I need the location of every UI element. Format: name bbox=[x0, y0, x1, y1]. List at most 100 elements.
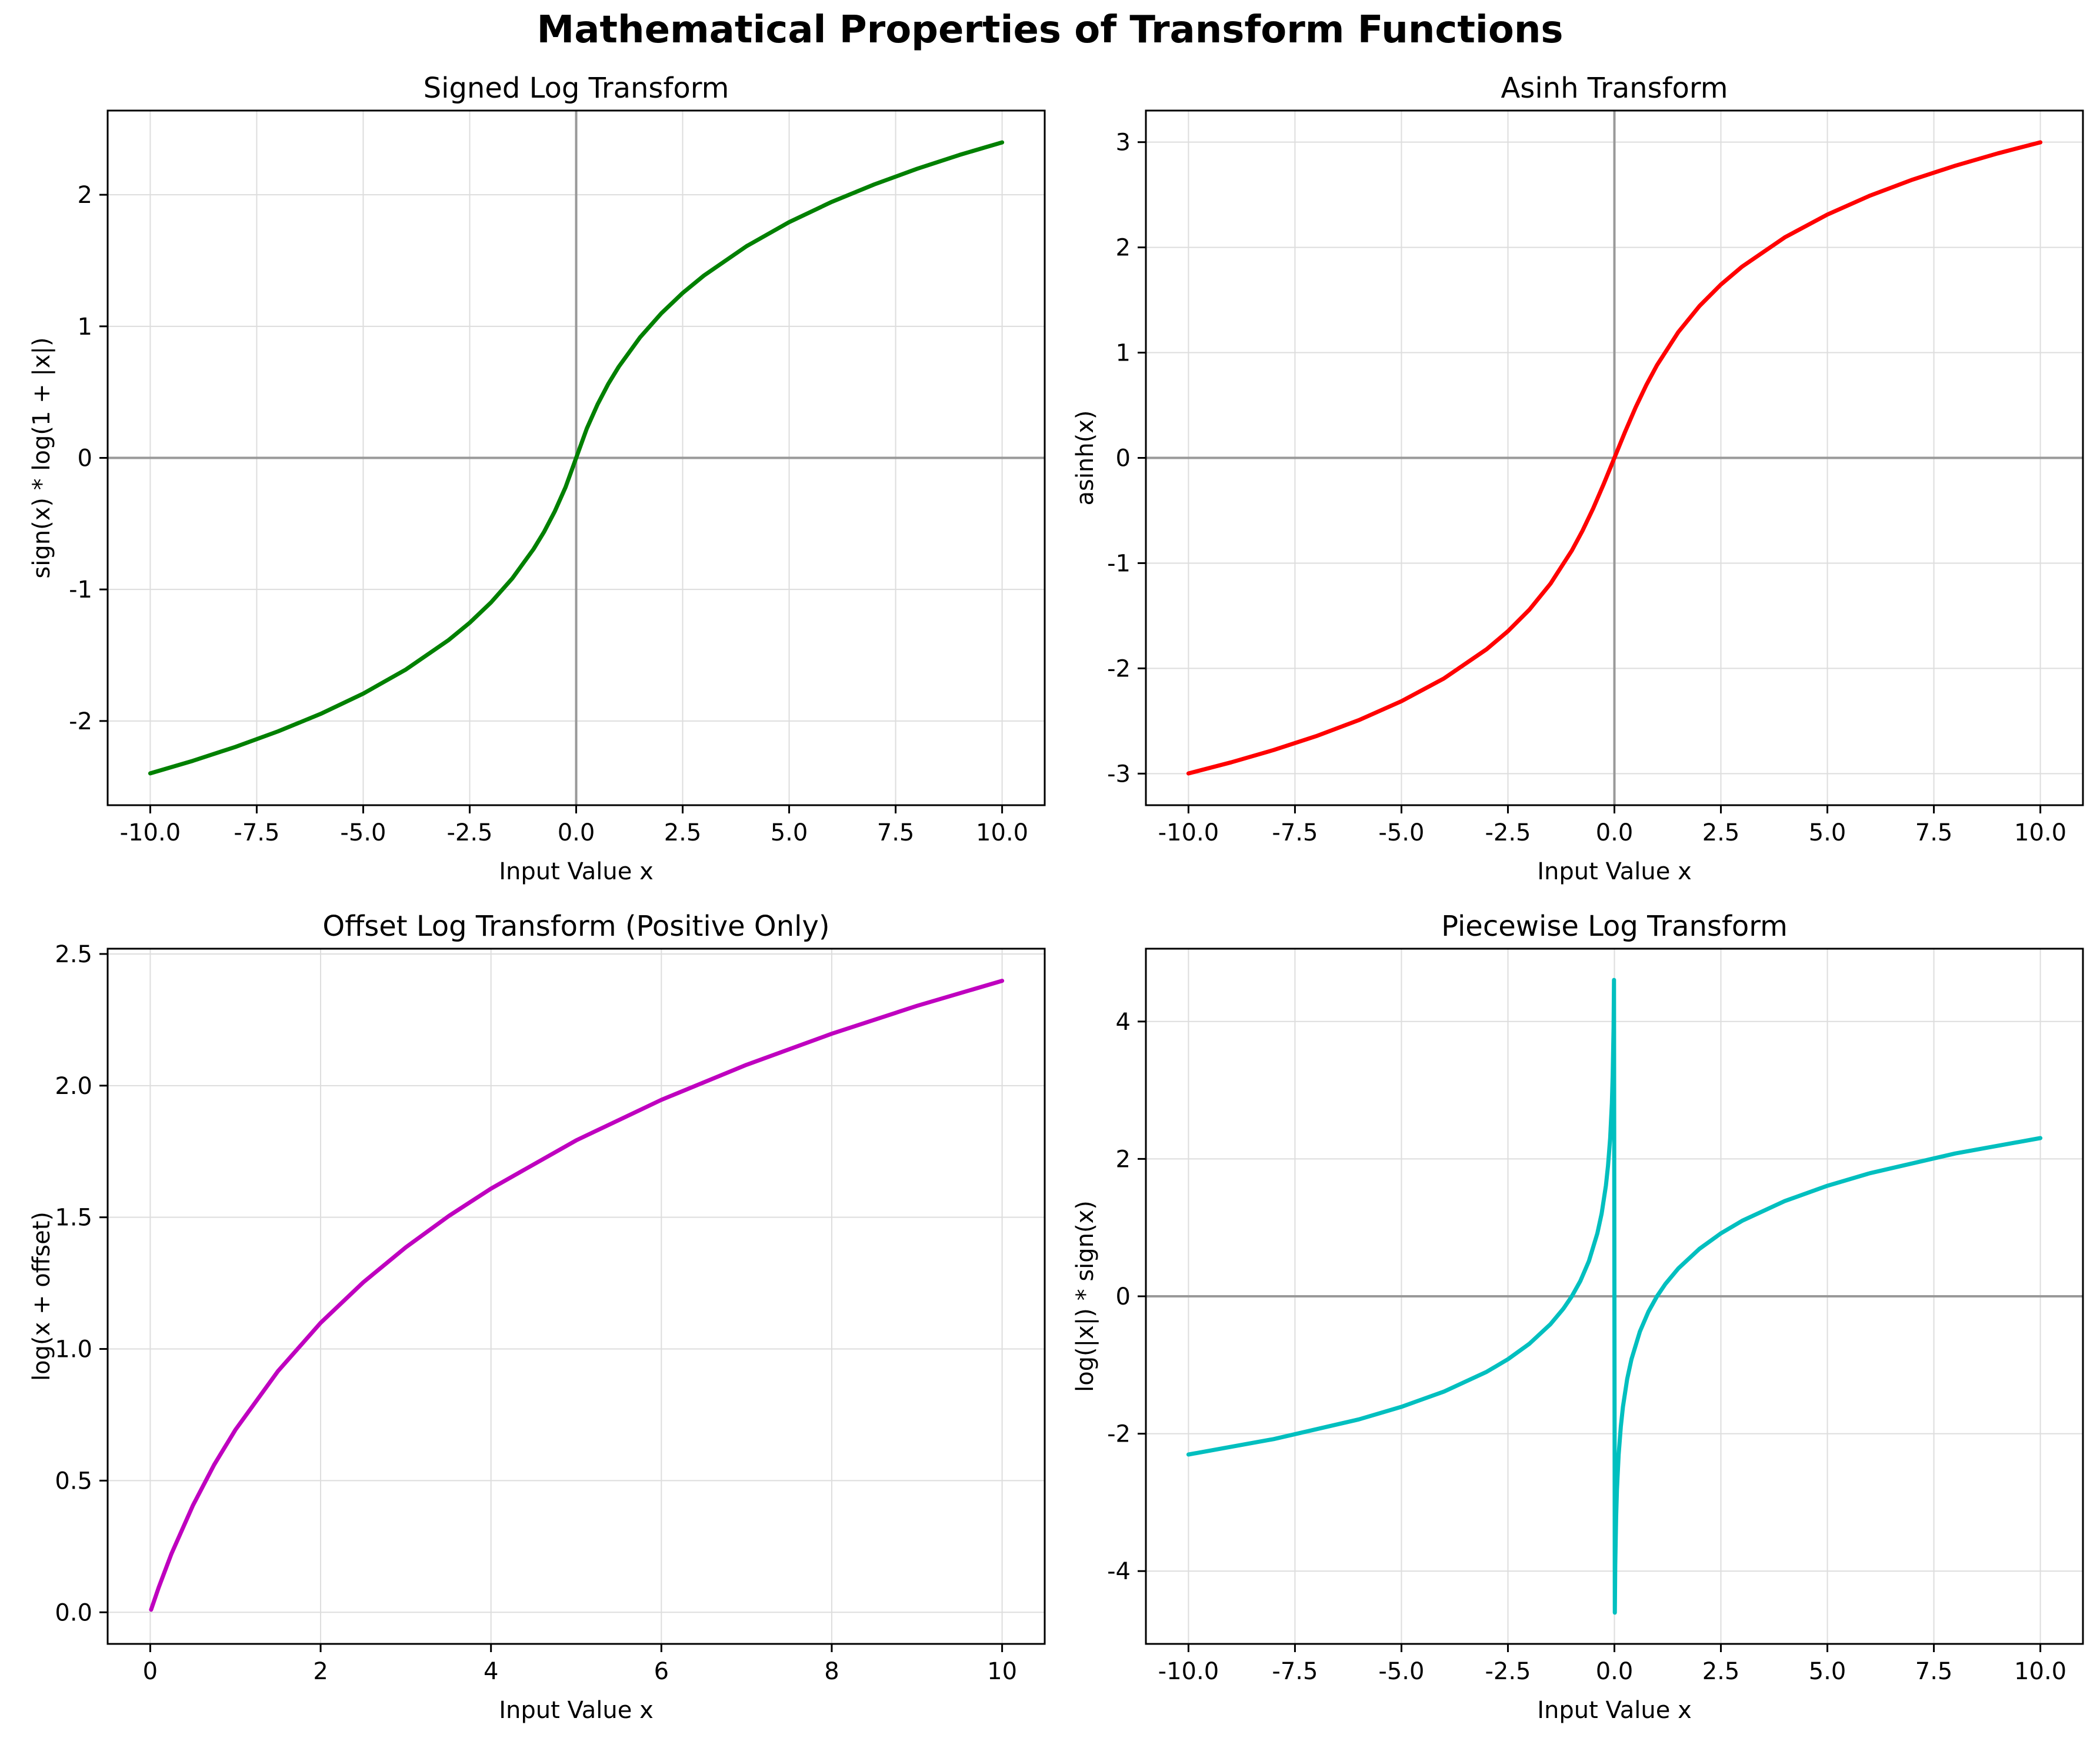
y-tick-label: -3 bbox=[1107, 760, 1131, 788]
y-axis-label: sign(x) * log(1 + |x|) bbox=[28, 337, 55, 578]
y-axis-label: asinh(x) bbox=[1072, 410, 1099, 505]
x-axis-label: Input Value x bbox=[499, 858, 654, 885]
data-point bbox=[1550, 1324, 1551, 1325]
x-tick-label: 0.0 bbox=[1596, 819, 1634, 846]
data-point bbox=[1827, 214, 1828, 215]
data-point bbox=[640, 337, 641, 338]
data-point bbox=[1912, 179, 1913, 180]
x-tick-label: -5.0 bbox=[340, 819, 386, 846]
data-point bbox=[1678, 1268, 1679, 1269]
data-point bbox=[1622, 1406, 1623, 1407]
y-tick-label: 0 bbox=[1116, 1283, 1131, 1310]
x-tick-label: 10 bbox=[987, 1658, 1017, 1685]
data-point bbox=[618, 366, 619, 367]
data-point bbox=[874, 184, 875, 185]
x-tick-label: -5.0 bbox=[1378, 819, 1424, 846]
data-point bbox=[1869, 195, 1870, 196]
series-line bbox=[148, 140, 1005, 776]
data-point bbox=[1401, 701, 1402, 702]
data-point bbox=[448, 640, 449, 641]
x-tick-label: 5.0 bbox=[771, 819, 808, 846]
x-axis-label: Input Value x bbox=[1537, 858, 1692, 885]
series-line bbox=[1186, 140, 2043, 776]
y-axis-label: log(x + offset) bbox=[28, 1212, 55, 1381]
data-point bbox=[1665, 1283, 1666, 1284]
data-point bbox=[1635, 407, 1636, 408]
data-point bbox=[544, 531, 545, 532]
data-point bbox=[192, 1505, 193, 1506]
x-tick-label: 2 bbox=[313, 1658, 328, 1685]
x-tick-label: 10.0 bbox=[976, 819, 1028, 846]
data-point bbox=[405, 669, 406, 670]
y-tick-label: 0 bbox=[1116, 445, 1131, 472]
y-tick-label: 0.0 bbox=[55, 1599, 92, 1626]
x-tick-label: 7.5 bbox=[877, 819, 915, 846]
y-tick-label: 2 bbox=[1116, 1146, 1131, 1173]
data-point bbox=[1188, 1454, 1189, 1455]
y-tick-label: 2.0 bbox=[55, 1073, 92, 1100]
x-tick-label: 5.0 bbox=[1809, 1658, 1846, 1685]
y-tick-label: 2 bbox=[1116, 235, 1131, 262]
data-point bbox=[1610, 1138, 1611, 1139]
subplot-title: Signed Log Transform bbox=[424, 72, 729, 105]
y-tick-label: -1 bbox=[1107, 550, 1131, 577]
y-tick-label: 0 bbox=[78, 445, 92, 472]
x-tick-label: -7.5 bbox=[234, 819, 279, 846]
x-tick-label: -7.5 bbox=[1272, 1658, 1318, 1685]
data-point bbox=[363, 1282, 364, 1283]
data-point bbox=[565, 487, 566, 488]
x-tick-label: 5.0 bbox=[1809, 819, 1846, 846]
data-point bbox=[1656, 1296, 1657, 1297]
x-tick-label: 2.5 bbox=[1702, 1658, 1740, 1685]
subplot-offset-log: 0 2 4 6 8 10 0.0 0.5 1.0 1.5 2.0 2.5 Offset Log Tran… bbox=[28, 910, 1046, 1724]
series-line bbox=[149, 979, 1005, 1612]
subplot-signed-log: -10.0 -7.5 -5.0 -2.5 0.0 2.5 5.0 7.5 10.0 -2 -1 0 1 2… bbox=[28, 72, 1046, 885]
x-tick-label: 7.5 bbox=[1915, 1658, 1953, 1685]
y-tick-label: 1 bbox=[1116, 340, 1131, 367]
subplot-title: Piecewise Log Transform bbox=[1441, 910, 1788, 943]
data-point bbox=[235, 746, 236, 747]
x-tick-label: 0 bbox=[143, 1658, 158, 1685]
data-point bbox=[1601, 1213, 1602, 1214]
x-tick-label: -10.0 bbox=[1158, 819, 1219, 846]
x-tick-label: 6 bbox=[654, 1658, 669, 1685]
x-tick-label: -10.0 bbox=[120, 819, 181, 846]
plot-area bbox=[108, 949, 1045, 1644]
subplot-title: Asinh Transform bbox=[1501, 72, 1728, 105]
y-tick-label: -2 bbox=[1107, 1421, 1131, 1448]
y-tick-label: -1 bbox=[69, 576, 92, 603]
data-point bbox=[363, 693, 364, 694]
data-point bbox=[1597, 1233, 1598, 1234]
data-point bbox=[192, 760, 193, 761]
figure-title: Mathematical Properties of Transform Fun… bbox=[536, 8, 1564, 52]
data-point bbox=[1616, 1489, 1617, 1490]
data-point bbox=[1550, 583, 1551, 584]
data-point bbox=[1618, 1454, 1619, 1455]
data-point bbox=[171, 1553, 172, 1554]
y-tick-label: -2 bbox=[1107, 655, 1131, 682]
data-point bbox=[469, 622, 470, 623]
y-tick-label: 1.0 bbox=[55, 1336, 92, 1363]
y-tick-label: 2.5 bbox=[55, 941, 92, 968]
x-tick-label: -2.5 bbox=[1485, 1658, 1531, 1685]
data-point bbox=[1639, 1331, 1640, 1332]
x-tick-label: -7.5 bbox=[1272, 819, 1318, 846]
y-tick-label: 0.5 bbox=[55, 1467, 92, 1495]
data-point bbox=[1593, 508, 1594, 509]
y-axis-label: log(|x|) * sign(x) bbox=[1072, 1200, 1099, 1392]
axes-frame bbox=[106, 948, 1046, 1645]
data-point bbox=[1612, 1075, 1613, 1076]
data-point bbox=[661, 1099, 662, 1100]
y-tick-label: 1.5 bbox=[55, 1205, 92, 1232]
x-tick-label: -2.5 bbox=[446, 819, 492, 846]
y-tick-label: 2 bbox=[78, 182, 92, 209]
subplot-asinh: -10.0 -7.5 -5.0 -2.5 0.0 2.5 5.0 7.5 10.0 -3 -2 -1 0… bbox=[1072, 72, 2084, 885]
data-point bbox=[597, 404, 598, 405]
y-tick-label: -4 bbox=[1107, 1558, 1131, 1585]
y-tick-label: 1 bbox=[78, 313, 92, 341]
x-tick-label: 7.5 bbox=[1915, 819, 1953, 846]
data-point bbox=[2040, 1138, 2041, 1139]
data-point bbox=[586, 428, 587, 429]
y-tick-label: 4 bbox=[1116, 1009, 1131, 1036]
